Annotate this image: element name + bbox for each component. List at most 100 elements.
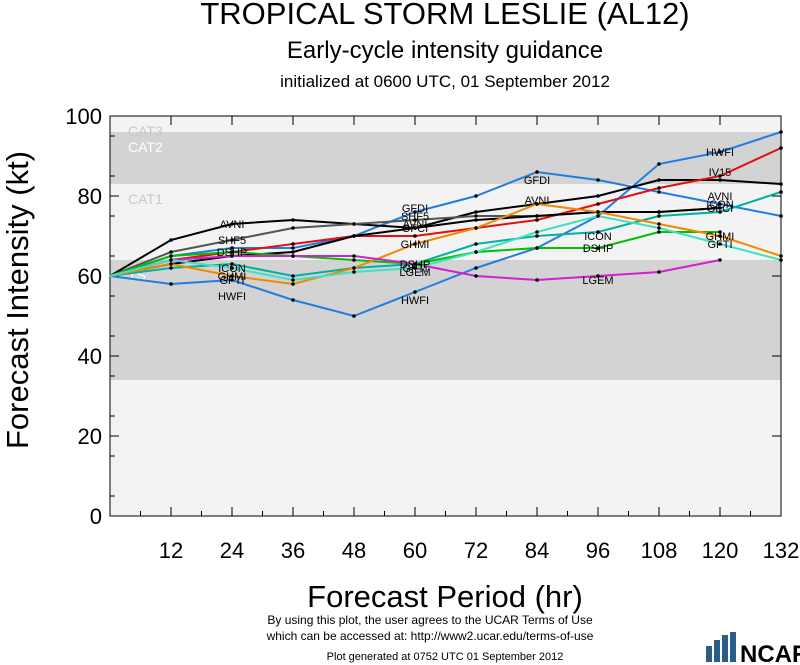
point-shf5-48	[352, 222, 356, 226]
point-avni-96	[596, 194, 600, 198]
series-label-hwfi: HWFI	[706, 147, 734, 159]
point-shf5-60	[413, 218, 417, 222]
series-label-avni: AVNI	[220, 219, 245, 231]
series-label-gfti: GFTI	[707, 239, 732, 251]
series-line-gfdi	[109, 170, 782, 277]
point-ghmi-12	[169, 262, 173, 266]
point-lgem-84	[535, 278, 539, 282]
series-line-ghmi	[109, 202, 782, 286]
point-iv15-108	[657, 186, 661, 190]
series-label-ofci: OFCI	[707, 203, 733, 215]
series-label-iv15: IV15	[709, 167, 732, 179]
point-avni-12	[169, 238, 173, 242]
point-gfdi-24	[230, 246, 234, 250]
terms-line-2: which can be accessed at: http://www2.uc…	[266, 629, 594, 643]
x-tick-label-60: 60	[403, 538, 427, 563]
series-label-lgem: LGEM	[582, 275, 613, 287]
point-lgem-108	[657, 270, 661, 274]
point-iv15-60	[413, 234, 417, 238]
ncar-logo-text: NCAR	[740, 641, 800, 665]
point-dshp-108	[657, 230, 661, 234]
x-tick-label-48: 48	[342, 538, 366, 563]
x-tick-label-36: 36	[281, 538, 305, 563]
point-iv15-120	[718, 174, 722, 178]
point-icon-108	[657, 214, 661, 218]
point-gfdi-132	[779, 214, 783, 218]
point-avni-36	[291, 218, 295, 222]
point-dshp-96	[596, 246, 600, 250]
series-label-gfdi: GFDI	[524, 175, 550, 187]
series-label-avni: AVNI	[708, 191, 733, 203]
point-ofci-72	[474, 218, 478, 222]
point-gfti-132	[779, 258, 783, 262]
point-gfdi-108	[657, 190, 661, 194]
point-shf5-72	[474, 214, 478, 218]
point-lgem-36	[291, 254, 295, 258]
series-label-hwfi: HWFI	[218, 291, 246, 303]
series-label-avni: AVNI	[403, 219, 428, 231]
point-shf5-12	[169, 250, 173, 254]
point-hwfi-48	[352, 314, 356, 318]
point-gfdi-36	[291, 246, 295, 250]
point-avni-108	[657, 178, 661, 182]
point-icon-36	[291, 274, 295, 278]
y-tick-label-60: 60	[78, 264, 102, 289]
intensity-band-cat1	[110, 184, 781, 260]
point-ofci-108	[657, 210, 661, 214]
y-tick-label-0: 0	[90, 504, 102, 529]
point-ghmi-72	[474, 226, 478, 230]
y-tick-label-20: 20	[78, 424, 102, 449]
point-shf5-36	[291, 226, 295, 230]
point-dshp-84	[535, 246, 539, 250]
point-dshp-120	[718, 230, 722, 234]
point-avni-72	[474, 210, 478, 214]
intensity-band-cat3	[110, 116, 781, 132]
y-axis-title: Forecast Intensity (kt)	[0, 151, 35, 449]
point-avni-24	[230, 222, 234, 226]
series-label-gfti: GFTI	[402, 263, 427, 275]
point-hwfi-120	[718, 150, 722, 154]
point-ofci-36	[291, 250, 295, 254]
point-gfdi-60	[413, 210, 417, 214]
point-lgem-96	[596, 274, 600, 278]
point-ghmi-36	[291, 282, 295, 286]
point-dshp-48	[352, 258, 356, 262]
point-gfdi-96	[596, 178, 600, 182]
series-line-icon	[109, 191, 782, 278]
series-label-dshp: DSHP	[583, 243, 614, 255]
band-label-cat1: CAT1	[128, 191, 163, 207]
point-gfti-24	[230, 266, 234, 270]
x-tick-label-108: 108	[641, 538, 678, 563]
point-ofci-120	[718, 206, 722, 210]
series-label-dshp: DSHP	[400, 259, 431, 271]
point-hwfi-36	[291, 298, 295, 302]
point-gfti-120	[718, 242, 722, 246]
point-gfti-48	[352, 270, 356, 274]
series-label-icon: ICON	[584, 231, 612, 243]
point-dshp-12	[169, 254, 173, 258]
ncar-logo-mark	[706, 632, 736, 662]
point-lgem-24	[230, 254, 234, 258]
point-iv15-36	[291, 242, 295, 246]
point-icon-120	[718, 210, 722, 214]
point-ghmi-120	[718, 234, 722, 238]
point-gfti-72	[474, 250, 478, 254]
series-label-shf5: SHF5	[401, 211, 429, 223]
series-label-icon: ICON	[218, 263, 246, 275]
x-tick-label-96: 96	[586, 538, 610, 563]
point-avni-132	[779, 182, 783, 186]
series-label-hwfi: HWFI	[401, 295, 429, 307]
band-label-cat3: CAT3	[128, 123, 163, 139]
x-tick-label-84: 84	[525, 538, 549, 563]
point-gfti-60	[413, 266, 417, 270]
point-ghmi-48	[352, 266, 356, 270]
point-ghmi-96	[596, 210, 600, 214]
chart-title: TROPICAL STORM LESLIE (AL12)	[200, 0, 689, 31]
x-tick-label-120: 120	[702, 538, 739, 563]
point-avni-120	[718, 178, 722, 182]
series-label-dshp: DSHP	[217, 247, 248, 259]
band-label-cat2: CAT2	[128, 139, 163, 155]
point-lgem-60	[413, 262, 417, 266]
series-label-lgem: LGEM	[399, 267, 430, 279]
